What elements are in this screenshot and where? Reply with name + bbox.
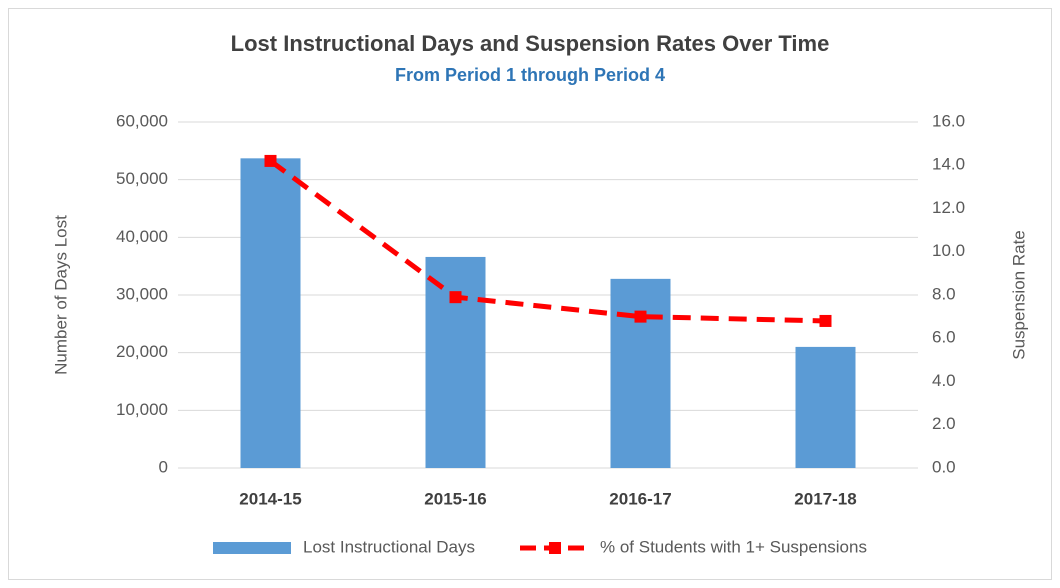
legend-label: % of Students with 1+ Suspensions	[600, 537, 867, 556]
y2-tick-label: 2.0	[932, 414, 956, 433]
y2-tick-label: 4.0	[932, 371, 956, 390]
y-tick-label: 20,000	[116, 342, 168, 361]
y-tick-label: 50,000	[116, 169, 168, 188]
line-marker	[634, 310, 647, 323]
legend-marker	[549, 542, 561, 554]
bar	[240, 158, 301, 468]
line-marker	[264, 154, 277, 167]
y2-tick-label: 8.0	[932, 284, 956, 303]
y2-tick-label: 10.0	[932, 241, 965, 260]
y2-tick-label: 6.0	[932, 328, 956, 347]
y2-tick-label: 0.0	[932, 457, 956, 476]
y-tick-label: 60,000	[116, 111, 168, 130]
bar	[610, 278, 671, 468]
y-tick-label: 0	[159, 457, 168, 476]
y-tick-label: 30,000	[116, 284, 168, 303]
chart-subtitle: From Period 1 through Period 4	[395, 65, 665, 85]
x-tick-label: 2016-17	[609, 489, 671, 508]
y2-tick-label: 14.0	[932, 155, 965, 174]
line-marker	[449, 291, 462, 304]
line-marker	[819, 314, 832, 327]
y-axis-title: Number of Days Lost	[51, 215, 70, 375]
x-tick-label: 2015-16	[424, 489, 486, 508]
chart-border	[8, 8, 1052, 580]
bar	[795, 346, 856, 468]
y2-axis-title: Suspension Rate	[1009, 230, 1028, 359]
y2-tick-label: 12.0	[932, 198, 965, 217]
legend-swatch	[213, 542, 291, 554]
chart-title: Lost Instructional Days and Suspension R…	[231, 31, 830, 56]
line	[269, 158, 826, 324]
x-tick-label: 2017-18	[794, 489, 856, 508]
y2-tick-label: 16.0	[932, 111, 965, 130]
y-tick-label: 10,000	[116, 400, 168, 419]
x-tick-label: 2014-15	[239, 489, 301, 508]
y-tick-label: 40,000	[116, 227, 168, 246]
legend-label: Lost Instructional Days	[303, 537, 475, 556]
bar	[425, 256, 486, 468]
